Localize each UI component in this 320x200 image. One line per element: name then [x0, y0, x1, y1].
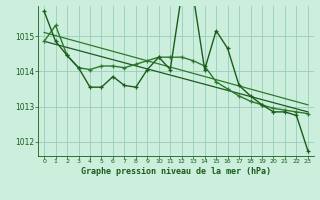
X-axis label: Graphe pression niveau de la mer (hPa): Graphe pression niveau de la mer (hPa): [81, 167, 271, 176]
